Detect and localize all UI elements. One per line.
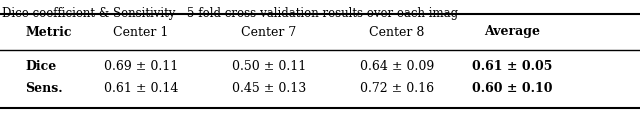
Text: 0.72 ± 0.16: 0.72 ± 0.16 [360, 81, 434, 94]
Text: Center 8: Center 8 [369, 26, 424, 38]
Text: 0.45 ± 0.13: 0.45 ± 0.13 [232, 81, 306, 94]
Text: Dice coefficient & Sensitivity - 5-fold cross-validation results over each imag: Dice coefficient & Sensitivity - 5-fold … [2, 7, 458, 20]
Text: 0.64 ± 0.09: 0.64 ± 0.09 [360, 61, 434, 74]
Text: Center 1: Center 1 [113, 26, 168, 38]
Text: Center 7: Center 7 [241, 26, 296, 38]
Text: Metric: Metric [26, 26, 72, 38]
Text: 0.61 ± 0.05: 0.61 ± 0.05 [472, 61, 552, 74]
Text: Average: Average [484, 26, 540, 38]
Text: 0.60 ± 0.10: 0.60 ± 0.10 [472, 81, 552, 94]
Text: 0.50 ± 0.11: 0.50 ± 0.11 [232, 61, 306, 74]
Text: 0.61 ± 0.14: 0.61 ± 0.14 [104, 81, 178, 94]
Text: 0.69 ± 0.11: 0.69 ± 0.11 [104, 61, 178, 74]
Text: Sens.: Sens. [26, 81, 63, 94]
Text: Dice: Dice [26, 61, 57, 74]
